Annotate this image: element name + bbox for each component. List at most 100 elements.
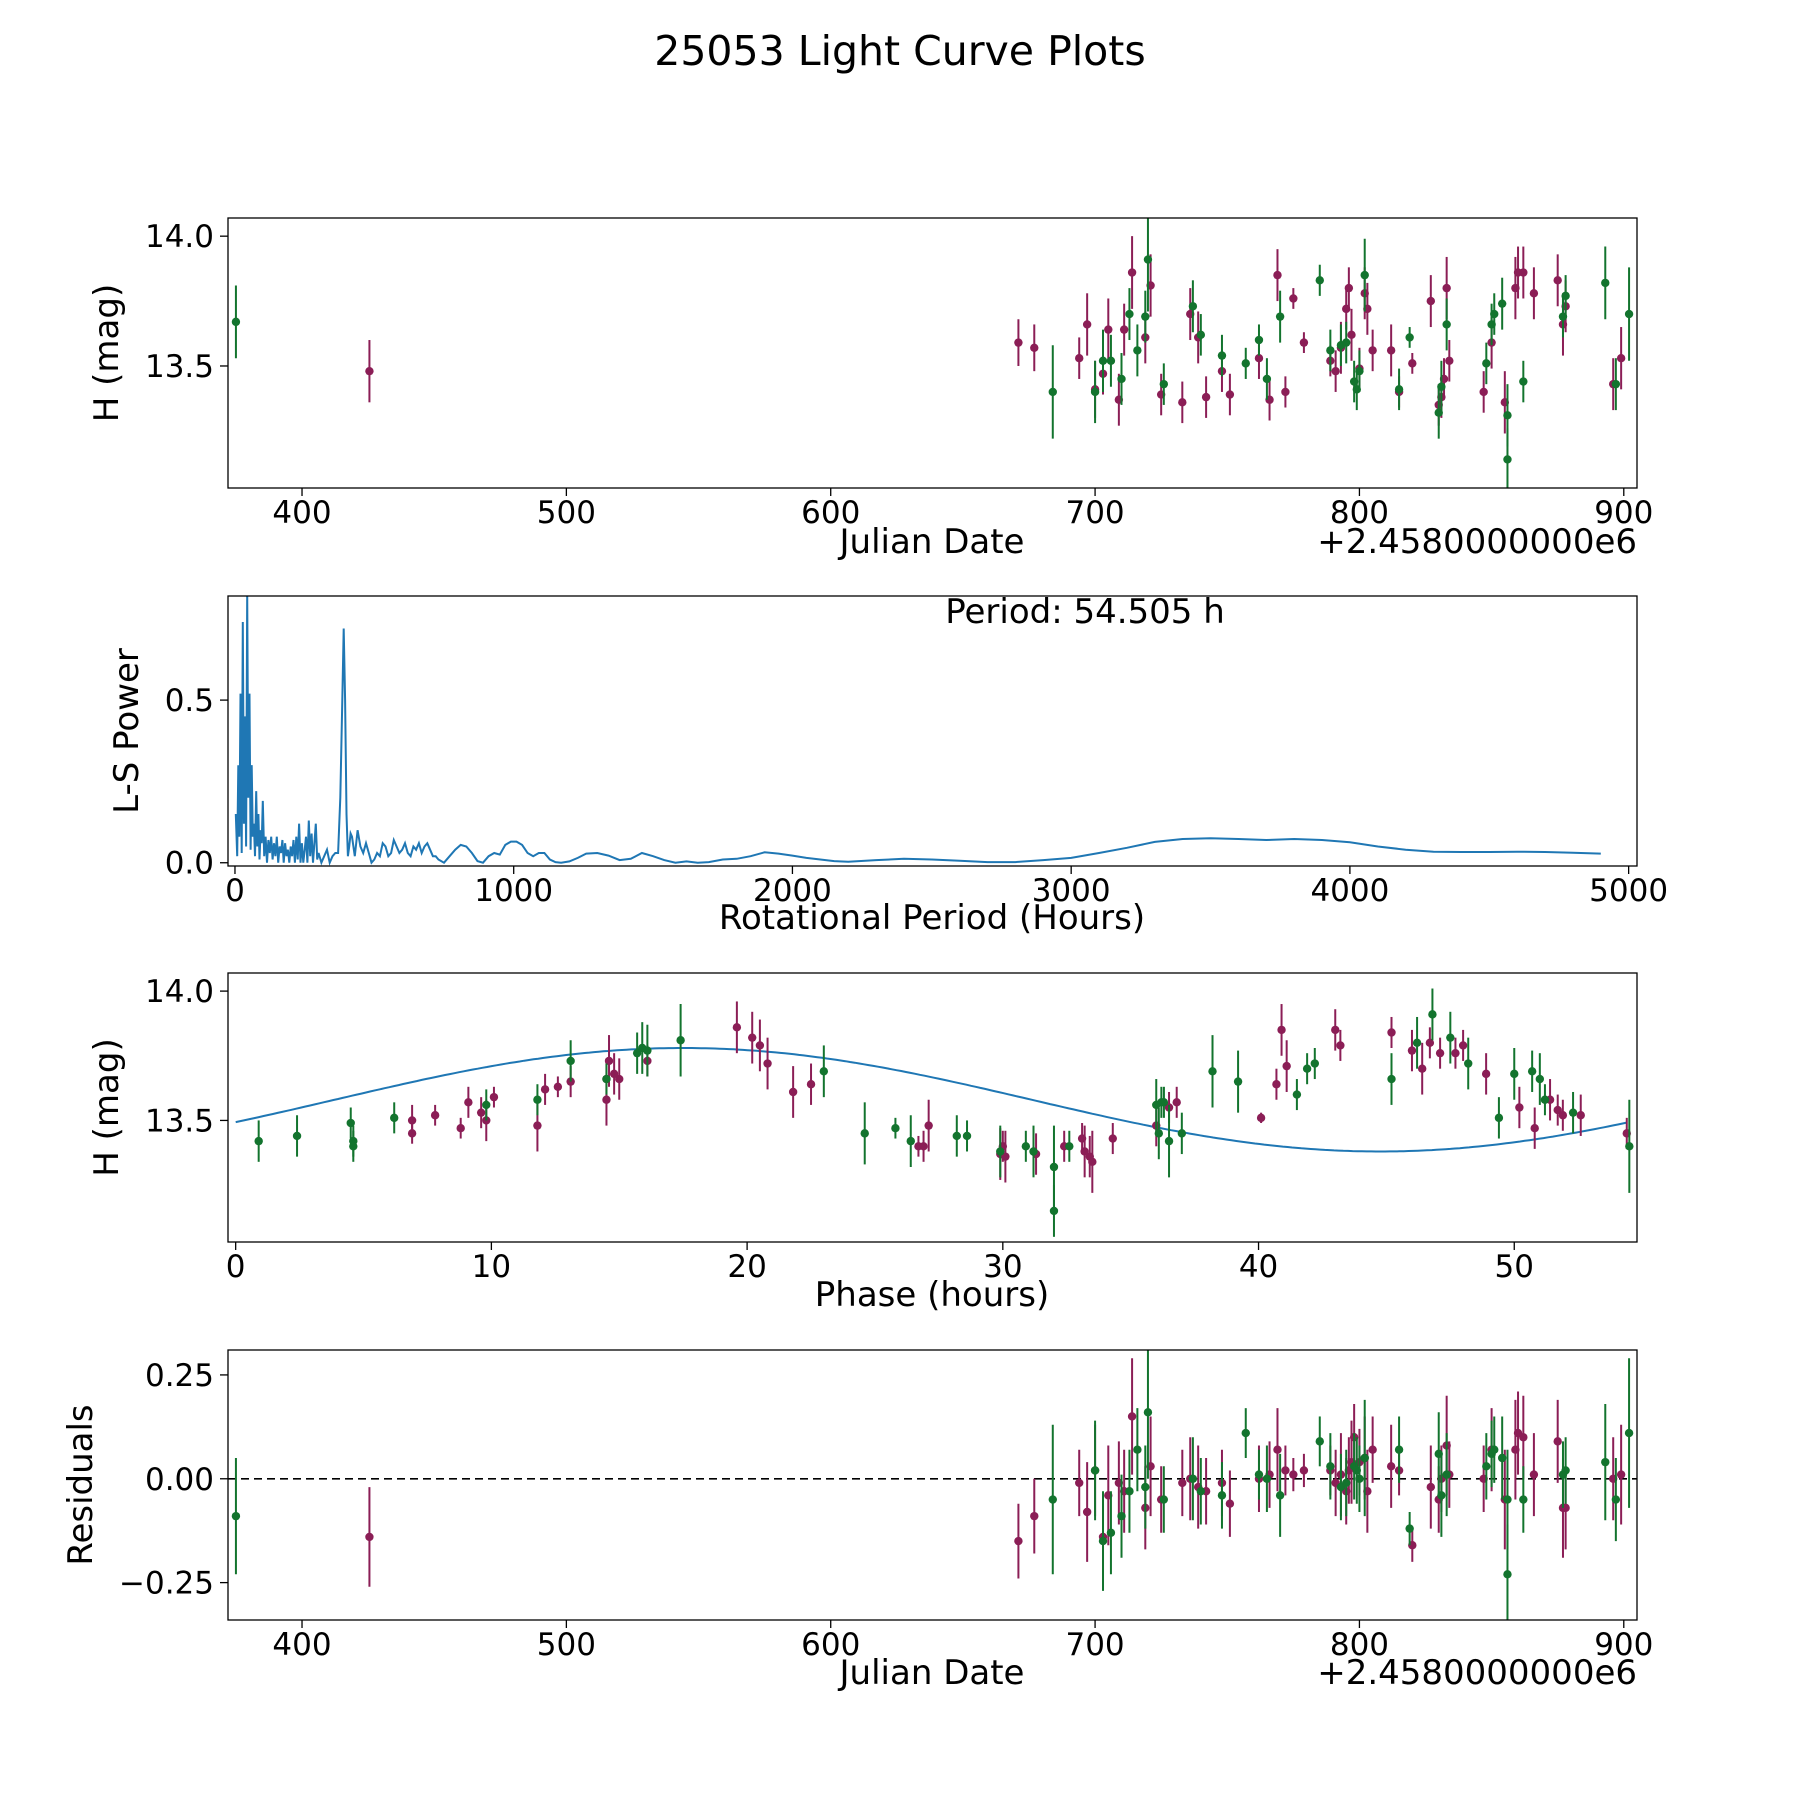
filter-a-point bbox=[1426, 1482, 1436, 1492]
x-tick-label: 900 bbox=[1594, 495, 1653, 531]
filter-a-point bbox=[1336, 1041, 1345, 1050]
filter-b-point bbox=[1519, 1495, 1528, 1504]
x-tick-label: 30 bbox=[983, 1249, 1022, 1285]
filter-a-point bbox=[1479, 387, 1488, 397]
filter-a-point bbox=[1386, 346, 1396, 355]
filter-b-point bbox=[1292, 1090, 1302, 1099]
filter-a-point bbox=[1347, 330, 1356, 340]
plot-area bbox=[235, 988, 1634, 1237]
filter-b-point bbox=[643, 1046, 652, 1055]
filter-a-point bbox=[788, 1087, 798, 1097]
filter-a-point bbox=[1172, 1098, 1181, 1107]
filter-b-point bbox=[1428, 1010, 1437, 1019]
filter-b-point bbox=[819, 1067, 829, 1076]
filter-a-point bbox=[1331, 1025, 1340, 1035]
filter-b-point bbox=[1098, 1536, 1108, 1546]
filter-b-point bbox=[906, 1136, 915, 1146]
filter-a-point bbox=[464, 1098, 473, 1107]
filter-b-point bbox=[1049, 1206, 1059, 1216]
filter-a-point bbox=[1082, 1507, 1092, 1517]
filter-a-point bbox=[748, 1033, 757, 1042]
filter-a-point bbox=[1127, 268, 1137, 277]
filter-b-point bbox=[1394, 385, 1404, 394]
filter-a-point bbox=[1281, 1466, 1290, 1475]
filter-b-point bbox=[390, 1113, 399, 1123]
filter-b-point bbox=[1217, 351, 1227, 360]
filter-a-point bbox=[1282, 1061, 1291, 1071]
x-tick-label: 0 bbox=[225, 873, 245, 909]
x-tick-label: 500 bbox=[537, 1627, 596, 1663]
filter-a-point bbox=[1529, 289, 1539, 298]
filter-b-series bbox=[231, 1350, 1634, 1620]
filter-b-point bbox=[1601, 1457, 1610, 1467]
axes-frame bbox=[227, 972, 1638, 1243]
filter-b-point bbox=[1262, 374, 1272, 384]
filter-b-point bbox=[1133, 346, 1142, 355]
filter-a-point bbox=[1529, 1470, 1539, 1479]
x-tick-label: 20 bbox=[727, 1249, 766, 1285]
filter-b-point bbox=[1494, 1113, 1504, 1123]
filter-b-point bbox=[1561, 1466, 1570, 1475]
filter-b-point bbox=[1125, 1487, 1134, 1496]
filter-a-point bbox=[407, 1129, 417, 1138]
filter-a-point bbox=[1530, 1123, 1539, 1133]
filter-a-point bbox=[1553, 276, 1562, 285]
filter-b-point bbox=[1387, 1074, 1396, 1084]
filter-a-point bbox=[1289, 1470, 1298, 1479]
filter-a-point bbox=[1075, 1478, 1084, 1488]
filter-b-point bbox=[632, 1048, 642, 1058]
x-offset-text: +2.4580000000e6 bbox=[1317, 522, 1637, 562]
filter-a-point bbox=[430, 1111, 440, 1120]
filter-a-point bbox=[1225, 390, 1235, 399]
filter-a-point bbox=[1331, 366, 1340, 376]
x-tick-label: 900 bbox=[1594, 1627, 1653, 1663]
filter-a-point bbox=[1368, 1445, 1377, 1454]
filter-a-point bbox=[1368, 346, 1377, 355]
filter-a-point bbox=[1519, 268, 1528, 277]
filter-a-point bbox=[476, 1108, 486, 1117]
filter-a-point bbox=[533, 1121, 542, 1130]
y-tick-label: −0.25 bbox=[119, 1566, 214, 1602]
filter-a-point bbox=[540, 1085, 550, 1094]
filter-b-point bbox=[1394, 1445, 1404, 1454]
filter-b-point bbox=[860, 1129, 869, 1138]
filter-a-point bbox=[1553, 1105, 1562, 1115]
filter-a-point bbox=[1425, 1038, 1435, 1048]
filter-b-point bbox=[1510, 1069, 1519, 1079]
filter-a-point bbox=[1277, 1025, 1286, 1035]
filter-b-point bbox=[1275, 1491, 1285, 1500]
x-offset-text: +2.4580000000e6 bbox=[1317, 1653, 1637, 1693]
plot-area bbox=[234, 596, 1601, 866]
filter-a-point bbox=[1451, 1048, 1460, 1058]
filter-b-point bbox=[1446, 1033, 1455, 1042]
filter-b-point bbox=[1065, 1142, 1074, 1151]
filter-b-point bbox=[1159, 1098, 1169, 1107]
filter-b-point bbox=[1342, 338, 1351, 347]
filter-b-point bbox=[1503, 1570, 1512, 1579]
filter-a-point bbox=[1201, 392, 1211, 402]
filter-b-point bbox=[1611, 1495, 1621, 1504]
filter-b-point bbox=[1624, 1428, 1634, 1438]
axes-frame bbox=[227, 217, 1638, 489]
filter-a-point bbox=[602, 1095, 611, 1104]
x-axis-label: Rotational Period (Hours) bbox=[719, 898, 1145, 938]
filter-a-point bbox=[456, 1123, 465, 1133]
filter-a-point bbox=[1281, 387, 1290, 397]
filter-b-point bbox=[1519, 377, 1528, 386]
filter-b-point bbox=[231, 317, 241, 327]
period-annotation: Period: 54.505 h bbox=[945, 592, 1225, 632]
filter-a-point bbox=[1127, 1412, 1137, 1421]
filter-b-point bbox=[1021, 1142, 1031, 1151]
x-tick-label: 4000 bbox=[1310, 873, 1389, 909]
filter-a-point bbox=[1386, 1462, 1396, 1471]
filter-b-point bbox=[1405, 333, 1414, 342]
filter-a-point bbox=[924, 1121, 933, 1130]
filter-b-point bbox=[1208, 1067, 1217, 1076]
x-tick-label: 500 bbox=[537, 495, 596, 531]
filter-b-point bbox=[231, 1511, 241, 1521]
filter-a-series bbox=[365, 1358, 1626, 1587]
y-axis-label: H (mag) bbox=[87, 1038, 127, 1176]
filter-b-point bbox=[1442, 1470, 1451, 1479]
filter-b-point bbox=[1326, 346, 1335, 355]
filter-a-point bbox=[732, 1023, 742, 1032]
